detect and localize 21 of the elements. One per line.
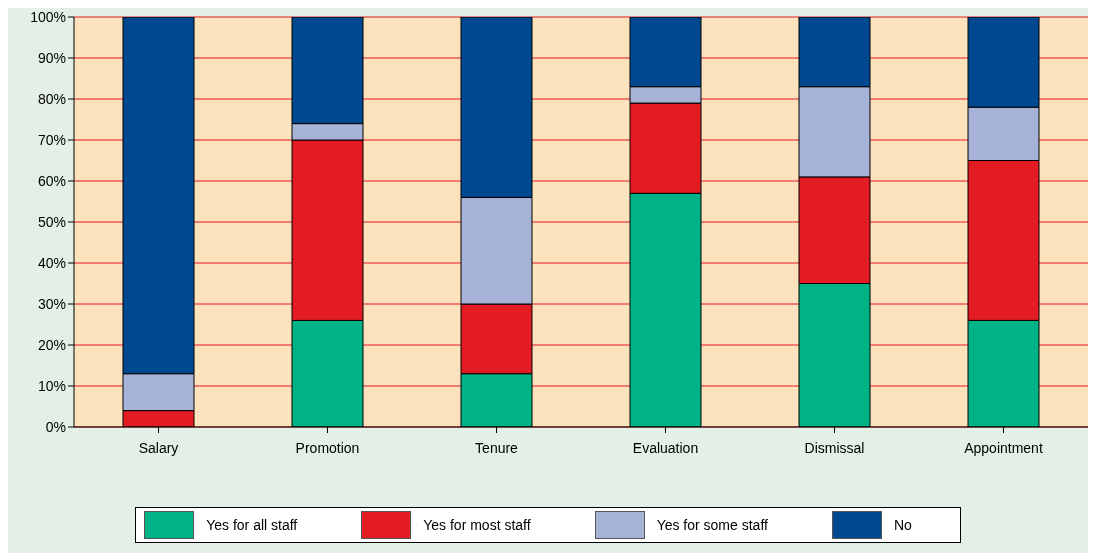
x-tick-label: Appointment <box>964 439 1043 456</box>
x-tick-label: Promotion <box>295 439 360 456</box>
y-tick-label: 80% <box>37 90 66 107</box>
legend-label: Yes for some staff <box>656 517 769 533</box>
y-tick-label: 20% <box>37 336 66 353</box>
legend-label: No <box>893 517 913 533</box>
y-tick-label: 0% <box>45 418 66 435</box>
y-tick-label: 60% <box>37 172 66 189</box>
y-tick-label: 100% <box>30 8 66 25</box>
y-tick-label: 30% <box>37 295 66 312</box>
x-tick-label: Salary <box>138 439 179 456</box>
y-tick-label: 90% <box>37 49 66 66</box>
x-tick-label: Evaluation <box>632 439 699 456</box>
x-tick-label: Dismissal <box>804 439 865 456</box>
y-tick-label: 70% <box>37 131 66 148</box>
x-tick-label: Tenure <box>475 439 519 456</box>
y-tick-label: 50% <box>37 213 66 230</box>
y-tick-label: 40% <box>37 254 66 271</box>
y-tick-label: 10% <box>37 377 66 394</box>
legend-label: Yes for all staff <box>206 517 299 533</box>
legend-label: Yes for most staff <box>423 517 532 533</box>
